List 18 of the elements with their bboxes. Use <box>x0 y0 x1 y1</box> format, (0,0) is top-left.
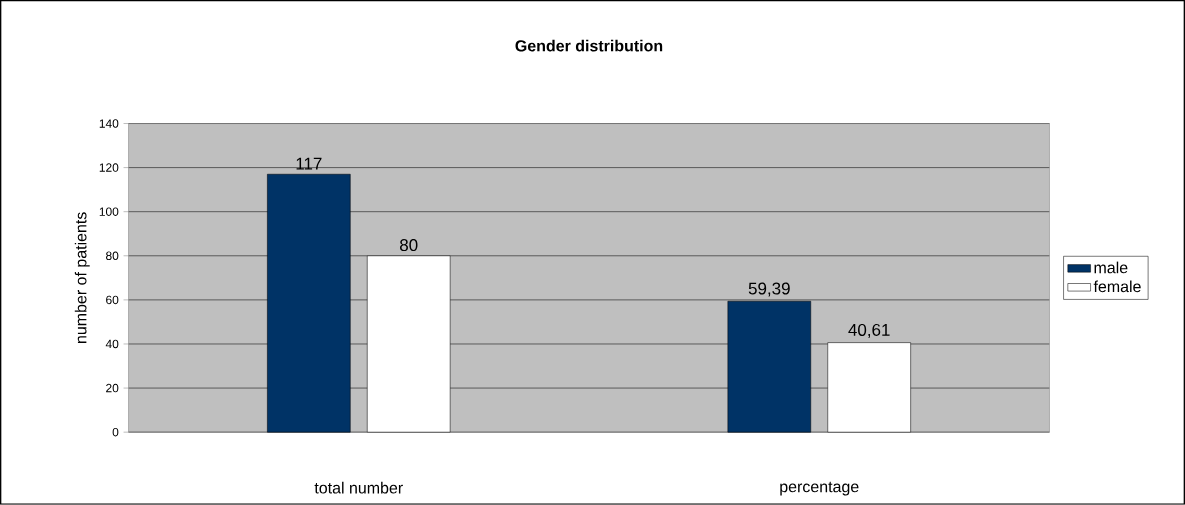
legend-label: male <box>1094 261 1128 274</box>
y-tick-label: 120 <box>99 163 119 172</box>
legend-label: female <box>1093 280 1141 293</box>
data-label: 80 <box>400 239 418 252</box>
data-label: 40,61 <box>848 324 890 339</box>
data-label: 59,39 <box>748 282 790 297</box>
y-tick-label: 60 <box>106 295 119 305</box>
y-axis-title: number of patients <box>74 212 90 344</box>
chart-title: Gender distribution <box>515 39 663 52</box>
y-tick-label: 40 <box>105 339 119 349</box>
y-tick-label: 80 <box>106 251 119 261</box>
x-tick-label: percentage <box>780 481 859 496</box>
y-tick-label: 140 <box>99 119 119 128</box>
y-tick-label: 20 <box>106 383 119 393</box>
x-tick-label: total number <box>314 481 403 494</box>
data-label: 117 <box>296 157 322 170</box>
y-tick-label: 100 <box>99 207 119 217</box>
y-tick-label: 0 <box>112 428 119 437</box>
